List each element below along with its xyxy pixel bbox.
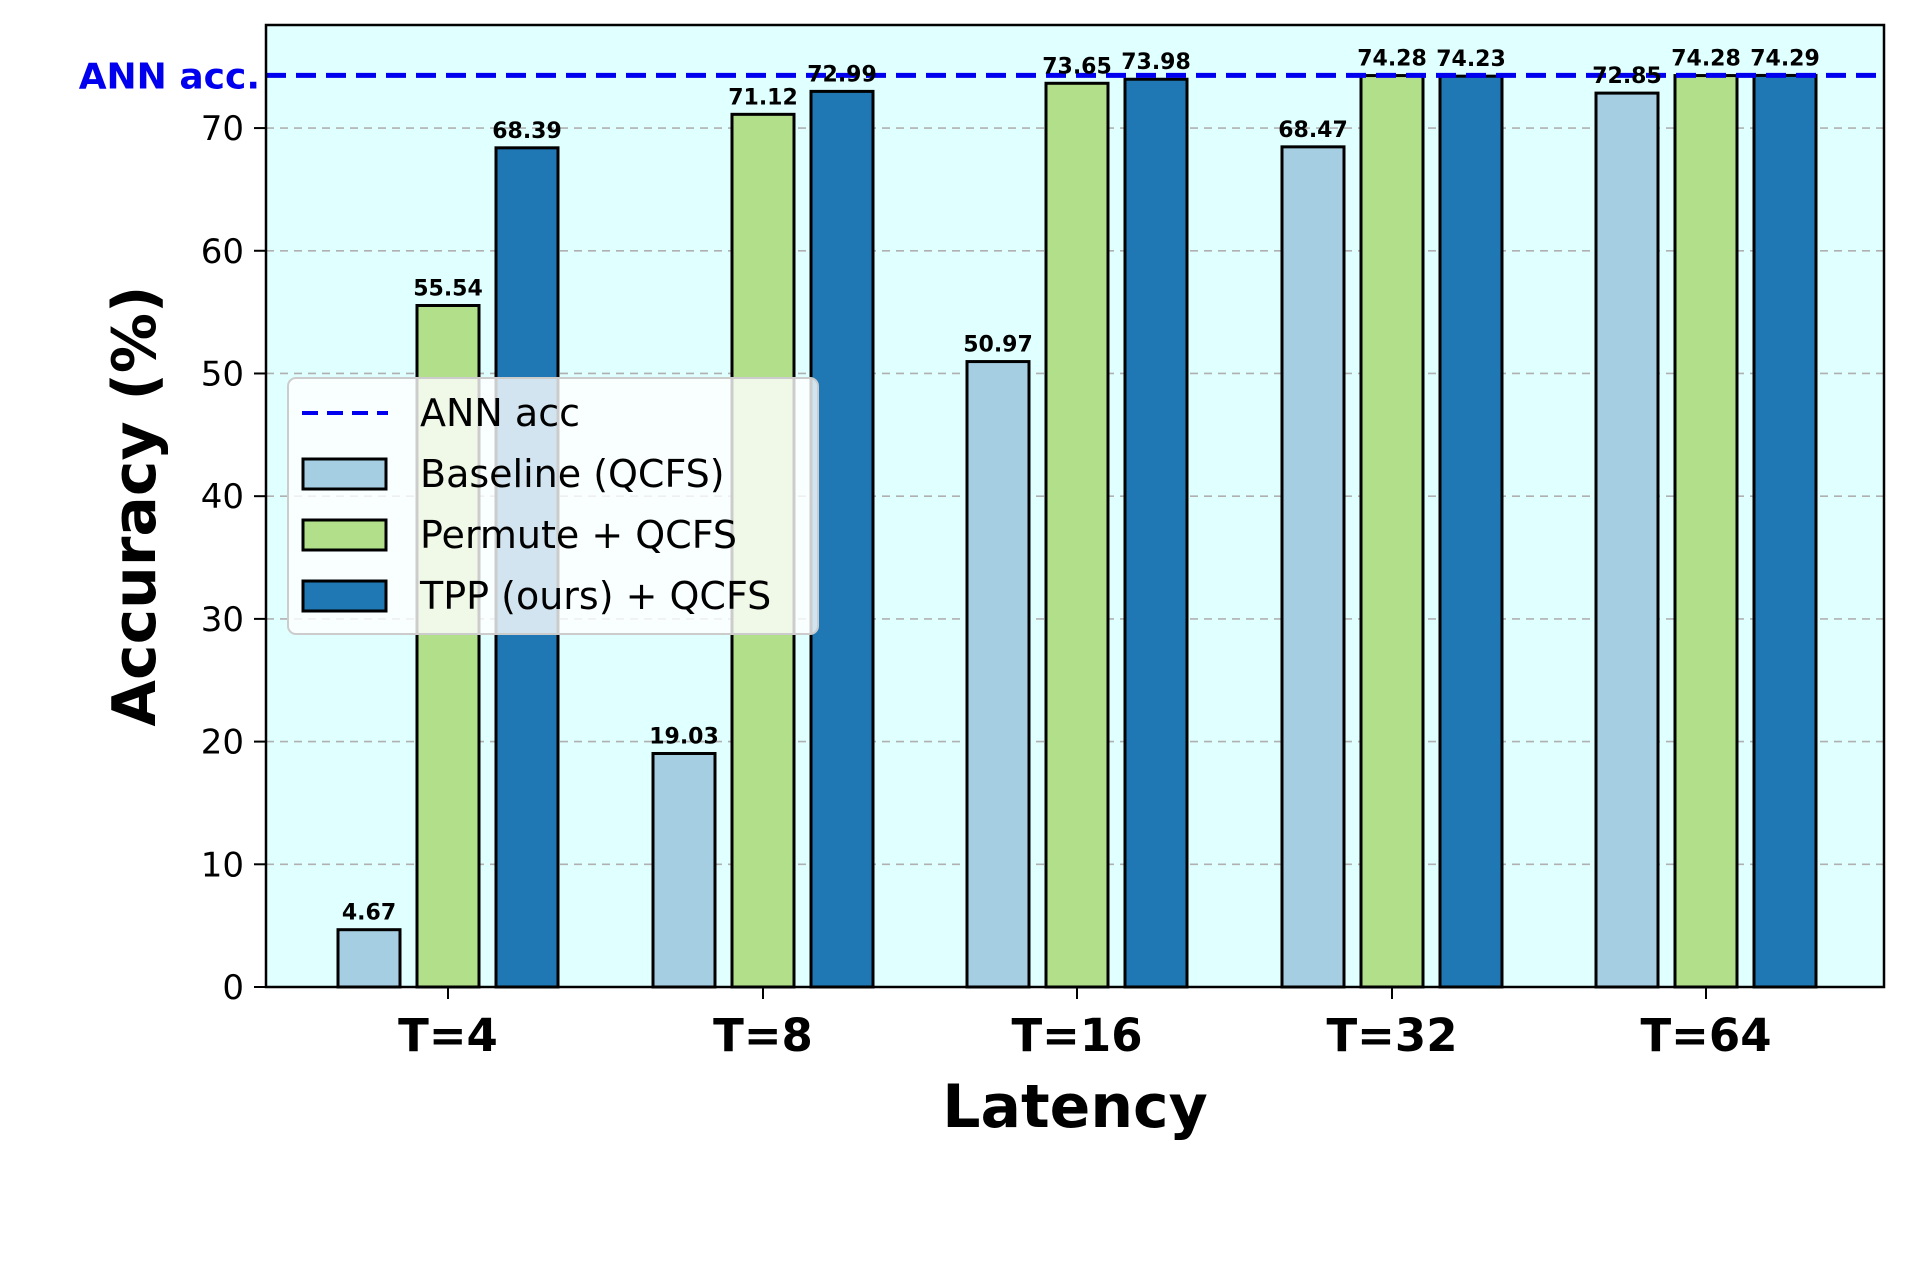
y-tick-label: 30 (201, 600, 244, 640)
bar (1673, 74, 1739, 989)
y-tick-label: 10 (201, 845, 244, 885)
y-tick-label: 20 (201, 723, 244, 763)
bar (336, 928, 402, 989)
legend-permute-swatch (301, 518, 388, 552)
data-labels: 4.67 19.03 50.97 68.47 72.85 55.54 71.12 73.65 7… (342, 46, 1820, 925)
y-tick-label: 0 (222, 968, 244, 1008)
bar (1359, 74, 1425, 989)
bar (1123, 77, 1189, 989)
legend: ANN acc Baseline (QCFS) Permute + QCFS T… (287, 377, 819, 635)
legend-tpp-swatch (301, 579, 388, 613)
x-tick-label: T=4 (398, 1009, 498, 1062)
x-tick-label: T=8 (713, 1009, 813, 1062)
ann-reference-label: ANN acc. (79, 56, 260, 97)
x-tick-label: T=16 (1011, 1009, 1142, 1062)
legend-permute-label: Permute + QCFS (420, 513, 737, 557)
y-tick-label: 60 (201, 232, 244, 272)
bar-value-label: 74.28 (1357, 47, 1427, 72)
x-axis-ticks: T=4 T=8 T=16 T=32 T=64 (398, 987, 1772, 1062)
legend-baseline-label: Baseline (QCFS) (420, 452, 725, 496)
bar-value-label: 68.39 (492, 119, 562, 144)
ann-reference-line-group: ANN acc. (79, 56, 1884, 97)
bar (965, 360, 1031, 989)
bar-value-label: 72.99 (807, 62, 877, 87)
bar (1594, 91, 1660, 989)
bar-value-label: 74.28 (1671, 47, 1741, 72)
legend-baseline-swatch (301, 457, 388, 491)
bar (1752, 73, 1818, 989)
y-axis-ticks: 0 10 20 30 40 50 60 70 (201, 109, 266, 1008)
y-tick-label: 40 (201, 477, 244, 517)
bar-value-label: 74.29 (1750, 46, 1820, 71)
x-tick-label: T=64 (1640, 1009, 1771, 1062)
y-axis-title: Accuracy (%) (100, 286, 170, 727)
bar-value-label: 50.97 (963, 333, 1033, 358)
bar-value-label: 4.67 (342, 901, 396, 926)
y-tick-label: 70 (201, 109, 244, 149)
bars (336, 73, 1818, 989)
x-tick-label: T=32 (1326, 1009, 1457, 1062)
legend-tpp-label: TPP (ours) + QCFS (419, 574, 771, 618)
y-tick-label: 50 (201, 354, 244, 394)
bar-value-label: 19.03 (649, 724, 719, 749)
bar-value-label: 55.54 (413, 277, 483, 302)
bar (809, 89, 875, 989)
legend-box (287, 377, 819, 635)
bar (1044, 81, 1110, 989)
bar (1438, 74, 1504, 989)
bar-value-label: 71.12 (728, 85, 798, 110)
x-axis-title: Latency (942, 1072, 1208, 1142)
legend-ann-label: ANN acc (420, 391, 580, 435)
bar (1280, 145, 1346, 989)
bar-value-label: 73.65 (1042, 54, 1112, 79)
bar-value-label: 73.98 (1121, 50, 1191, 75)
bar-value-label: 68.47 (1278, 118, 1348, 143)
bar (651, 751, 717, 989)
bar-value-label: 74.23 (1436, 47, 1506, 72)
plot-frame (264, 23, 1886, 989)
bar-value-label: 72.85 (1592, 64, 1662, 89)
